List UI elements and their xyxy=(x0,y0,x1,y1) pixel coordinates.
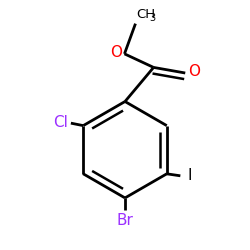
Text: O: O xyxy=(110,45,122,60)
Text: I: I xyxy=(188,168,192,183)
Text: O: O xyxy=(188,64,200,79)
Text: Cl: Cl xyxy=(53,115,68,130)
Text: CH: CH xyxy=(137,8,156,21)
Text: 3: 3 xyxy=(150,13,156,23)
Text: Br: Br xyxy=(116,214,134,228)
